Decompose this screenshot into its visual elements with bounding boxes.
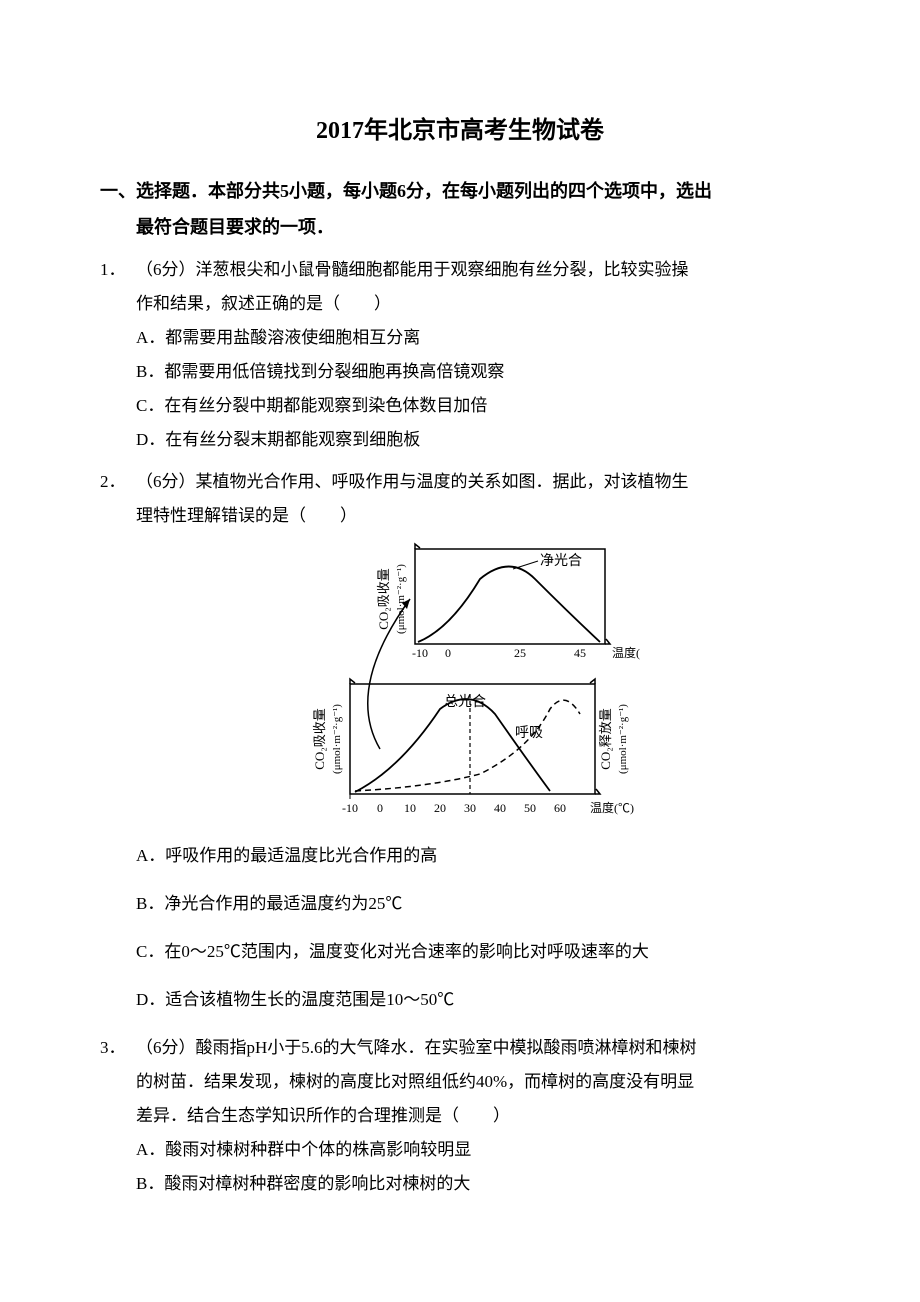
svg-text:40: 40 (494, 801, 506, 815)
svg-text:(μmol·m⁻²·g⁻¹): (μmol·m⁻²·g⁻¹) (617, 704, 629, 774)
svg-text:10: 10 (404, 801, 416, 815)
q3-number: 3． (100, 1031, 136, 1065)
svg-text:净光合: 净光合 (540, 553, 582, 569)
q1-option-a: A．都需要用盐酸溶液使细胞相互分离 (100, 321, 820, 355)
q3-stem-line1: （6分）酸雨指pH小于5.6的大气降水．在实验室中模拟酸雨喷淋樟树和楝树 (136, 1038, 697, 1057)
svg-text:总光合: 总光合 (444, 694, 486, 710)
q2-stem-line2: 理特性理解错误的是（ ） (136, 499, 820, 533)
section-line1: 一、选择题．本部分共5小题，每小题6分，在每小题列出的四个选项中，选出 (100, 181, 712, 201)
q2-stem: 2．（6分）某植物光合作用、呼吸作用与温度的关系如图．据此，对该植物生 理特性理… (100, 465, 820, 533)
svg-text:50: 50 (524, 801, 536, 815)
q1-number: 1． (100, 253, 136, 287)
svg-text:CO₂吸收量: CO₂吸收量 (376, 568, 391, 630)
bottom-panel: CO₂吸收量 (μmol·m⁻²·g⁻¹) CO₂释放量 (μmol·m⁻²·g… (312, 679, 634, 815)
q2-number: 2． (100, 465, 136, 499)
svg-text:0: 0 (445, 646, 451, 660)
svg-text:(μmol·m⁻²·g⁻¹): (μmol·m⁻²·g⁻¹) (331, 704, 343, 774)
svg-text:(μmol·m⁻²·g⁻¹): (μmol·m⁻²·g⁻¹) (395, 564, 407, 634)
svg-text:温度(℃): 温度(℃) (612, 645, 640, 660)
svg-text:20: 20 (434, 801, 446, 815)
q1-stem-line1: （6分）洋葱根尖和小鼠骨髓细胞都能用于观察细胞有丝分裂，比较实验操 (136, 260, 689, 279)
page-title: 2017年北京市高考生物试卷 (100, 110, 820, 145)
question-3: 3．（6分）酸雨指pH小于5.6的大气降水．在实验室中模拟酸雨喷淋樟树和楝树 的… (100, 1031, 820, 1201)
svg-text:-10: -10 (412, 646, 428, 660)
q1-stem-line2: 作和结果，叙述正确的是（ ） (136, 287, 820, 321)
q1-option-c: C．在有丝分裂中期都能观察到染色体数目加倍 (100, 389, 820, 423)
q2-option-a: A．呼吸作用的最适温度比光合作用的高 (100, 839, 820, 873)
svg-text:CO₂释放量: CO₂释放量 (598, 708, 613, 770)
svg-text:呼吸: 呼吸 (515, 725, 543, 741)
svg-text:温度(℃): 温度(℃) (590, 800, 634, 815)
svg-text:0: 0 (377, 801, 383, 815)
section-header: 一、选择题．本部分共5小题，每小题6分，在每小题列出的四个选项中，选出 最符合题… (100, 173, 820, 245)
q2-option-c: C．在0～25℃范围内，温度变化对光合速率的影响比对呼吸速率的大 (100, 935, 820, 969)
q3-stem-line2: 的树苗．结果发现，楝树的高度比对照组低约40%，而樟树的高度没有明显 (136, 1065, 820, 1099)
question-2: 2．（6分）某植物光合作用、呼吸作用与温度的关系如图．据此，对该植物生 理特性理… (100, 465, 820, 1017)
q2-stem-line1: （6分）某植物光合作用、呼吸作用与温度的关系如图．据此，对该植物生 (136, 472, 689, 491)
q3-option-a: A．酸雨对楝树种群中个体的株高影响较明显 (100, 1133, 820, 1167)
q2-option-d: D．适合该植物生长的温度范围是10～50℃ (100, 983, 820, 1017)
svg-text:CO₂吸收量: CO₂吸收量 (312, 708, 327, 770)
chart-svg: CO₂吸收量 (μmol·m⁻²·g⁻¹) 净光合 -10 0 25 45 温度… (280, 539, 640, 829)
exam-page: 2017年北京市高考生物试卷 一、选择题．本部分共5小题，每小题6分，在每小题列… (0, 0, 920, 1302)
q1-option-d: D．在有丝分裂末期都能观察到细胞板 (100, 423, 820, 457)
q1-option-b: B．都需要用低倍镜找到分裂细胞再换高倍镜观察 (100, 355, 820, 389)
svg-text:60: 60 (554, 801, 566, 815)
q2-figure: CO₂吸收量 (μmol·m⁻²·g⁻¹) 净光合 -10 0 25 45 温度… (100, 539, 820, 829)
question-1: 1．（6分）洋葱根尖和小鼠骨髓细胞都能用于观察细胞有丝分裂，比较实验操 作和结果… (100, 253, 820, 457)
section-line2: 最符合题目要求的一项． (100, 209, 820, 245)
q1-stem: 1．（6分）洋葱根尖和小鼠骨髓细胞都能用于观察细胞有丝分裂，比较实验操 作和结果… (100, 253, 820, 321)
svg-text:30: 30 (464, 801, 476, 815)
svg-text:45: 45 (574, 646, 586, 660)
svg-text:-10: -10 (342, 801, 358, 815)
top-panel: CO₂吸收量 (μmol·m⁻²·g⁻¹) 净光合 -10 0 25 45 温度… (376, 544, 640, 660)
q3-stem-line3: 差异．结合生态学知识所作的合理推测是（ ） (136, 1099, 820, 1133)
q3-stem: 3．（6分）酸雨指pH小于5.6的大气降水．在实验室中模拟酸雨喷淋樟树和楝树 的… (100, 1031, 820, 1133)
svg-text:25: 25 (514, 646, 526, 660)
q2-option-b: B．净光合作用的最适温度约为25℃ (100, 887, 820, 921)
q3-option-b: B．酸雨对樟树种群密度的影响比对楝树的大 (100, 1167, 820, 1201)
